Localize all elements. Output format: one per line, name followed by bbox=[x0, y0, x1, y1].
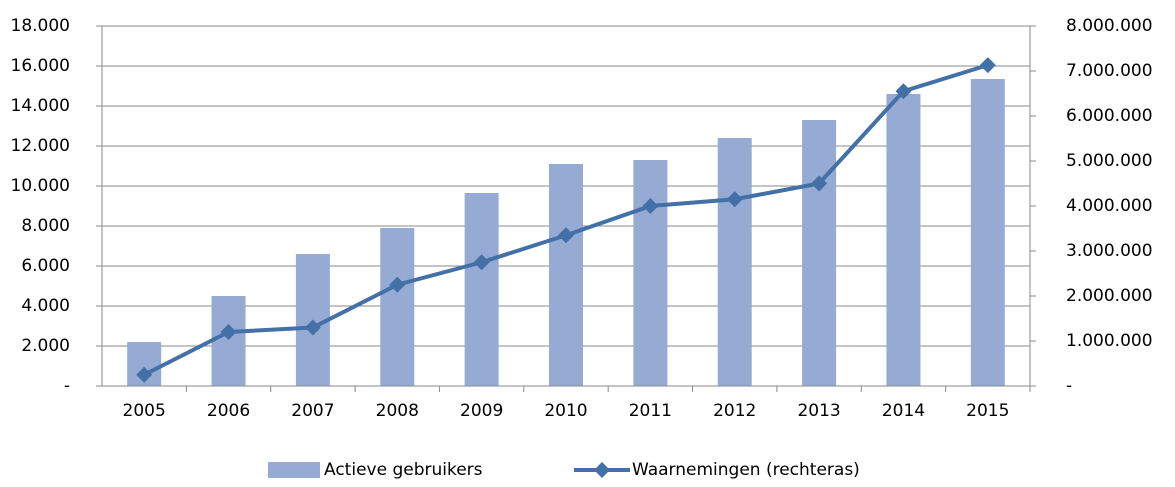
marker bbox=[389, 276, 406, 293]
marker bbox=[642, 198, 659, 214]
bar bbox=[380, 228, 415, 386]
x-tick-label: 2009 bbox=[460, 401, 503, 421]
y-tick-label: 2.000 bbox=[21, 336, 70, 356]
bar bbox=[886, 94, 921, 386]
legend-label: Waarnemingen (rechteras) bbox=[632, 460, 860, 480]
y2-tick-label: 1.000.000 bbox=[1066, 331, 1153, 351]
marker bbox=[558, 227, 574, 244]
bar bbox=[633, 160, 668, 386]
x-tick-label: 2014 bbox=[882, 401, 925, 421]
y2-tick-label: 7.000.000 bbox=[1066, 61, 1153, 81]
y-tick-label: 14.000 bbox=[11, 96, 70, 116]
y2-tick-label: 3.000.000 bbox=[1066, 241, 1153, 261]
marker bbox=[220, 324, 237, 340]
y-tick-label: - bbox=[64, 376, 70, 396]
bar bbox=[464, 193, 499, 386]
y-tick-label: 16.000 bbox=[11, 56, 70, 76]
x-tick-label: 2012 bbox=[713, 401, 756, 421]
bar bbox=[717, 138, 752, 386]
marker bbox=[473, 254, 490, 271]
legend-label: Actieve gebruikers bbox=[324, 460, 483, 480]
y-tick-label: 18.000 bbox=[11, 16, 70, 36]
y2-tick-label: 5.000.000 bbox=[1066, 151, 1153, 171]
marker bbox=[895, 83, 912, 100]
marker bbox=[136, 366, 153, 383]
x-tick-label: 2005 bbox=[123, 401, 166, 421]
y2-tick-label: 8.000.000 bbox=[1066, 16, 1153, 36]
y2-tick-label: 4.000.000 bbox=[1066, 196, 1153, 216]
y-tick-label: 8.000 bbox=[21, 216, 70, 236]
bar bbox=[970, 79, 1005, 386]
y-tick-label: 6.000 bbox=[21, 256, 70, 276]
bar bbox=[211, 296, 246, 386]
marker bbox=[811, 175, 828, 192]
x-tick-label: 2008 bbox=[376, 401, 419, 421]
bar bbox=[802, 120, 837, 386]
marker bbox=[726, 191, 743, 208]
x-tick-label: 2007 bbox=[291, 401, 334, 421]
bar bbox=[549, 164, 583, 386]
x-tick-label: 2015 bbox=[966, 401, 1009, 421]
y2-tick-label: 6.000.000 bbox=[1066, 106, 1153, 126]
y2-tick-label: - bbox=[1066, 376, 1072, 396]
legend-swatch bbox=[268, 462, 320, 478]
marker bbox=[979, 57, 996, 74]
x-tick-label: 2010 bbox=[544, 401, 587, 421]
x-tick-label: 2006 bbox=[207, 401, 250, 421]
x-tick-label: 2011 bbox=[629, 401, 672, 421]
y2-tick-label: 2.000.000 bbox=[1066, 286, 1153, 306]
x-tick-label: 2013 bbox=[797, 401, 840, 421]
legend-marker bbox=[594, 462, 610, 478]
marker bbox=[304, 319, 321, 336]
y-tick-label: 4.000 bbox=[21, 296, 70, 316]
y-tick-label: 12.000 bbox=[11, 136, 70, 156]
y-tick-label: 10.000 bbox=[11, 176, 70, 196]
